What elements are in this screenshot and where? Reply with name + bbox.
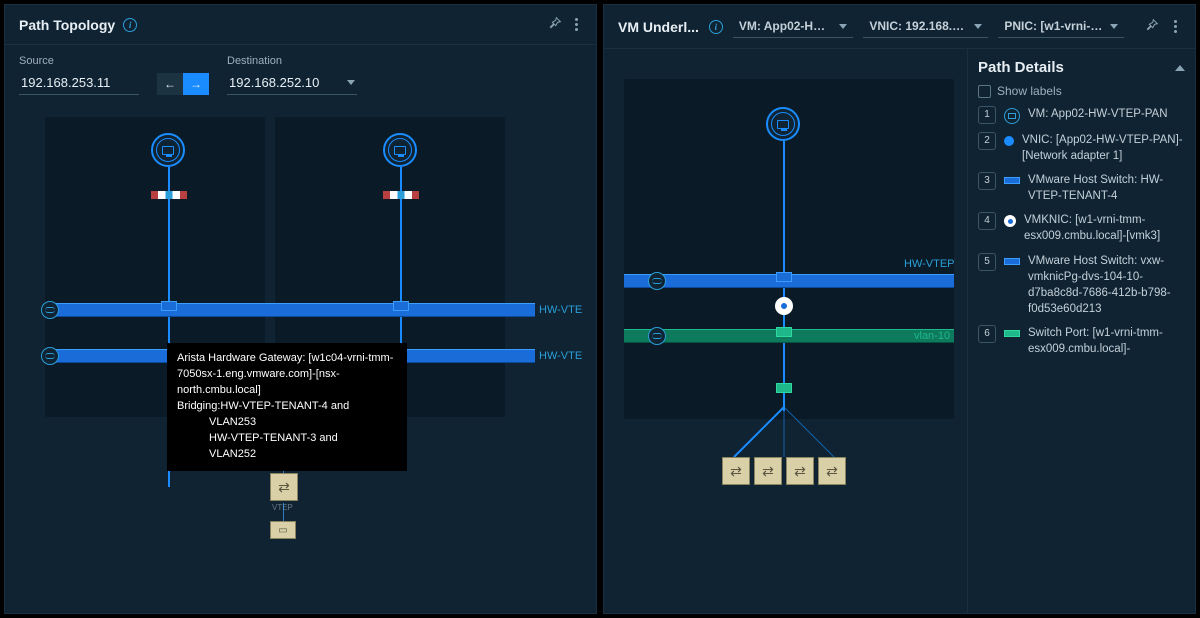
detail-item[interactable]: 1 VM: App02-HW-VTEP-PAN [978,106,1185,124]
destination-field: Destination 192.168.252.10 [227,55,357,95]
port-icon [161,301,177,311]
detail-text: VMware Host Switch: HW-VTEP-TENANT-4 [1028,172,1185,204]
chevron-down-icon [347,80,355,85]
info-icon[interactable]: i [123,18,137,32]
node-tooltip: Arista Hardware Gateway: [w1c04-vrni-tmm… [167,343,407,471]
pin-icon[interactable] [1144,17,1160,36]
left-topology-canvas[interactable]: HW-VTE HW-VTE ⇄ VTEP ▭ Arista Hardware G… [5,111,596,613]
show-labels-label: Show labels [997,84,1062,98]
destination-dropdown[interactable]: 192.168.252.10 [227,71,357,95]
switch-node-icon[interactable]: ⇄ [786,457,814,485]
switch-node-icon[interactable]: ⇄ [818,457,846,485]
source-field: Source [19,55,139,95]
detail-item[interactable]: 2 VNIC: [App02-HW-VTEP-PAN]-[Network ada… [978,132,1185,164]
detail-text: VM: App02-HW-VTEP-PAN [1028,106,1168,124]
vm-node-icon[interactable] [766,107,800,141]
switch-node-icon[interactable]: ⇄ [754,457,782,485]
vmknic-icon[interactable] [775,297,793,315]
endpoint-badge-icon[interactable] [648,272,666,290]
detail-number: 4 [978,212,996,230]
vm-dropdown[interactable]: VM: App02-HW... [733,15,854,38]
left-panel-title: Path Topology [19,17,115,33]
detail-number: 6 [978,325,996,343]
vm-node-icon[interactable] [151,133,185,167]
endpoint-badge-icon[interactable] [648,327,666,345]
switch-port-icon [1004,330,1020,337]
vnic-icon [151,191,187,199]
swap-right-button[interactable]: → [183,73,209,95]
left-panel-header: Path Topology i [5,5,596,45]
bar-label: HW-VTE [539,304,582,316]
swap-buttons: ← → [157,73,209,95]
host-switch-icon [1004,258,1020,265]
detail-item[interactable]: 3 VMware Host Switch: HW-VTEP-TENANT-4 [978,172,1185,204]
detail-number: 2 [978,132,996,150]
detail-item[interactable]: 6 Switch Port: [w1-vrni-tmm-esx009.cmbu.… [978,325,1185,357]
switch-node-icon[interactable]: ⇄ [270,473,298,501]
switch-node-icon[interactable]: ▭ [270,521,296,539]
detail-item[interactable]: 4 VMKNIC: [w1-vrni-tmm-esx009.cmbu.local… [978,212,1185,244]
vnic-icon [383,191,419,199]
path-topology-panel: Path Topology i Source ← → Destination 1… [4,4,597,614]
path-line [283,503,284,521]
path-controls: Source ← → Destination 192.168.252.10 [5,45,596,111]
detail-number: 1 [978,106,996,124]
swap-left-button[interactable]: ← [157,73,183,95]
port-icon [776,327,792,337]
chevron-down-icon [974,24,982,29]
port-icon [776,383,792,393]
chevron-down-icon [1110,24,1118,29]
detail-text: VMKNIC: [w1-vrni-tmm-esx009.cmbu.local]-… [1024,212,1185,244]
collapse-icon[interactable] [1175,65,1185,71]
bar-label: vlan-10 [914,330,950,342]
pnic-dropdown[interactable]: PNIC: [w1-vrni-t... [998,15,1124,38]
chevron-down-icon [839,24,847,29]
vm-icon [1004,108,1020,124]
show-labels-checkbox[interactable] [978,85,991,98]
vnic-dropdown[interactable]: VNIC: 192.168.2... [863,15,988,38]
right-panel-header: VM Underl... i VM: App02-HW... VNIC: 192… [604,5,1195,49]
vmknic-icon [1004,215,1016,227]
source-input[interactable] [19,71,139,95]
bar-label: HW-VTE [539,350,582,362]
endpoint-badge-icon[interactable] [41,347,59,365]
detail-text: Switch Port: [w1-vrni-tmm-esx009.cmbu.lo… [1028,325,1185,357]
destination-label: Destination [227,55,357,67]
info-icon[interactable]: i [709,20,723,34]
vm-underlay-panel: VM Underl... i VM: App02-HW... VNIC: 192… [603,4,1196,614]
endpoint-badge-icon[interactable] [41,301,59,319]
show-labels-row[interactable]: Show labels [978,84,1185,98]
details-title: Path Details [978,59,1064,76]
kebab-menu-icon[interactable] [1170,20,1181,33]
details-header: Path Details [978,59,1185,76]
detail-text: VNIC: [App02-HW-VTEP-PAN]-[Network adapt… [1022,132,1185,164]
detail-item[interactable]: 5 VMware Host Switch: vxw-vmknicPg-dvs-1… [978,253,1185,317]
kebab-menu-icon[interactable] [571,18,582,31]
port-icon [393,301,409,311]
port-icon [776,272,792,282]
switch-node-icon[interactable]: ⇄ [722,457,750,485]
source-label: Source [19,55,139,67]
vm-node-icon[interactable] [383,133,417,167]
path-details-panel: Path Details Show labels 1 VM: App02-HW-… [967,49,1195,613]
host-switch-icon [1004,177,1020,184]
host-switch-bar[interactable] [45,303,535,317]
detail-number: 5 [978,253,996,271]
right-topology-canvas[interactable]: HW-VTEP vlan-10 ⇄ ⇄ ⇄ ⇄ Path Details [604,49,1195,613]
detail-text: VMware Host Switch: vxw-vmknicPg-dvs-104… [1028,253,1185,317]
right-panel-title: VM Underl... [618,19,699,35]
pin-icon[interactable] [547,15,563,34]
detail-number: 3 [978,172,996,190]
vnic-icon [1004,136,1014,146]
bar-label: HW-VTEP [904,258,955,270]
